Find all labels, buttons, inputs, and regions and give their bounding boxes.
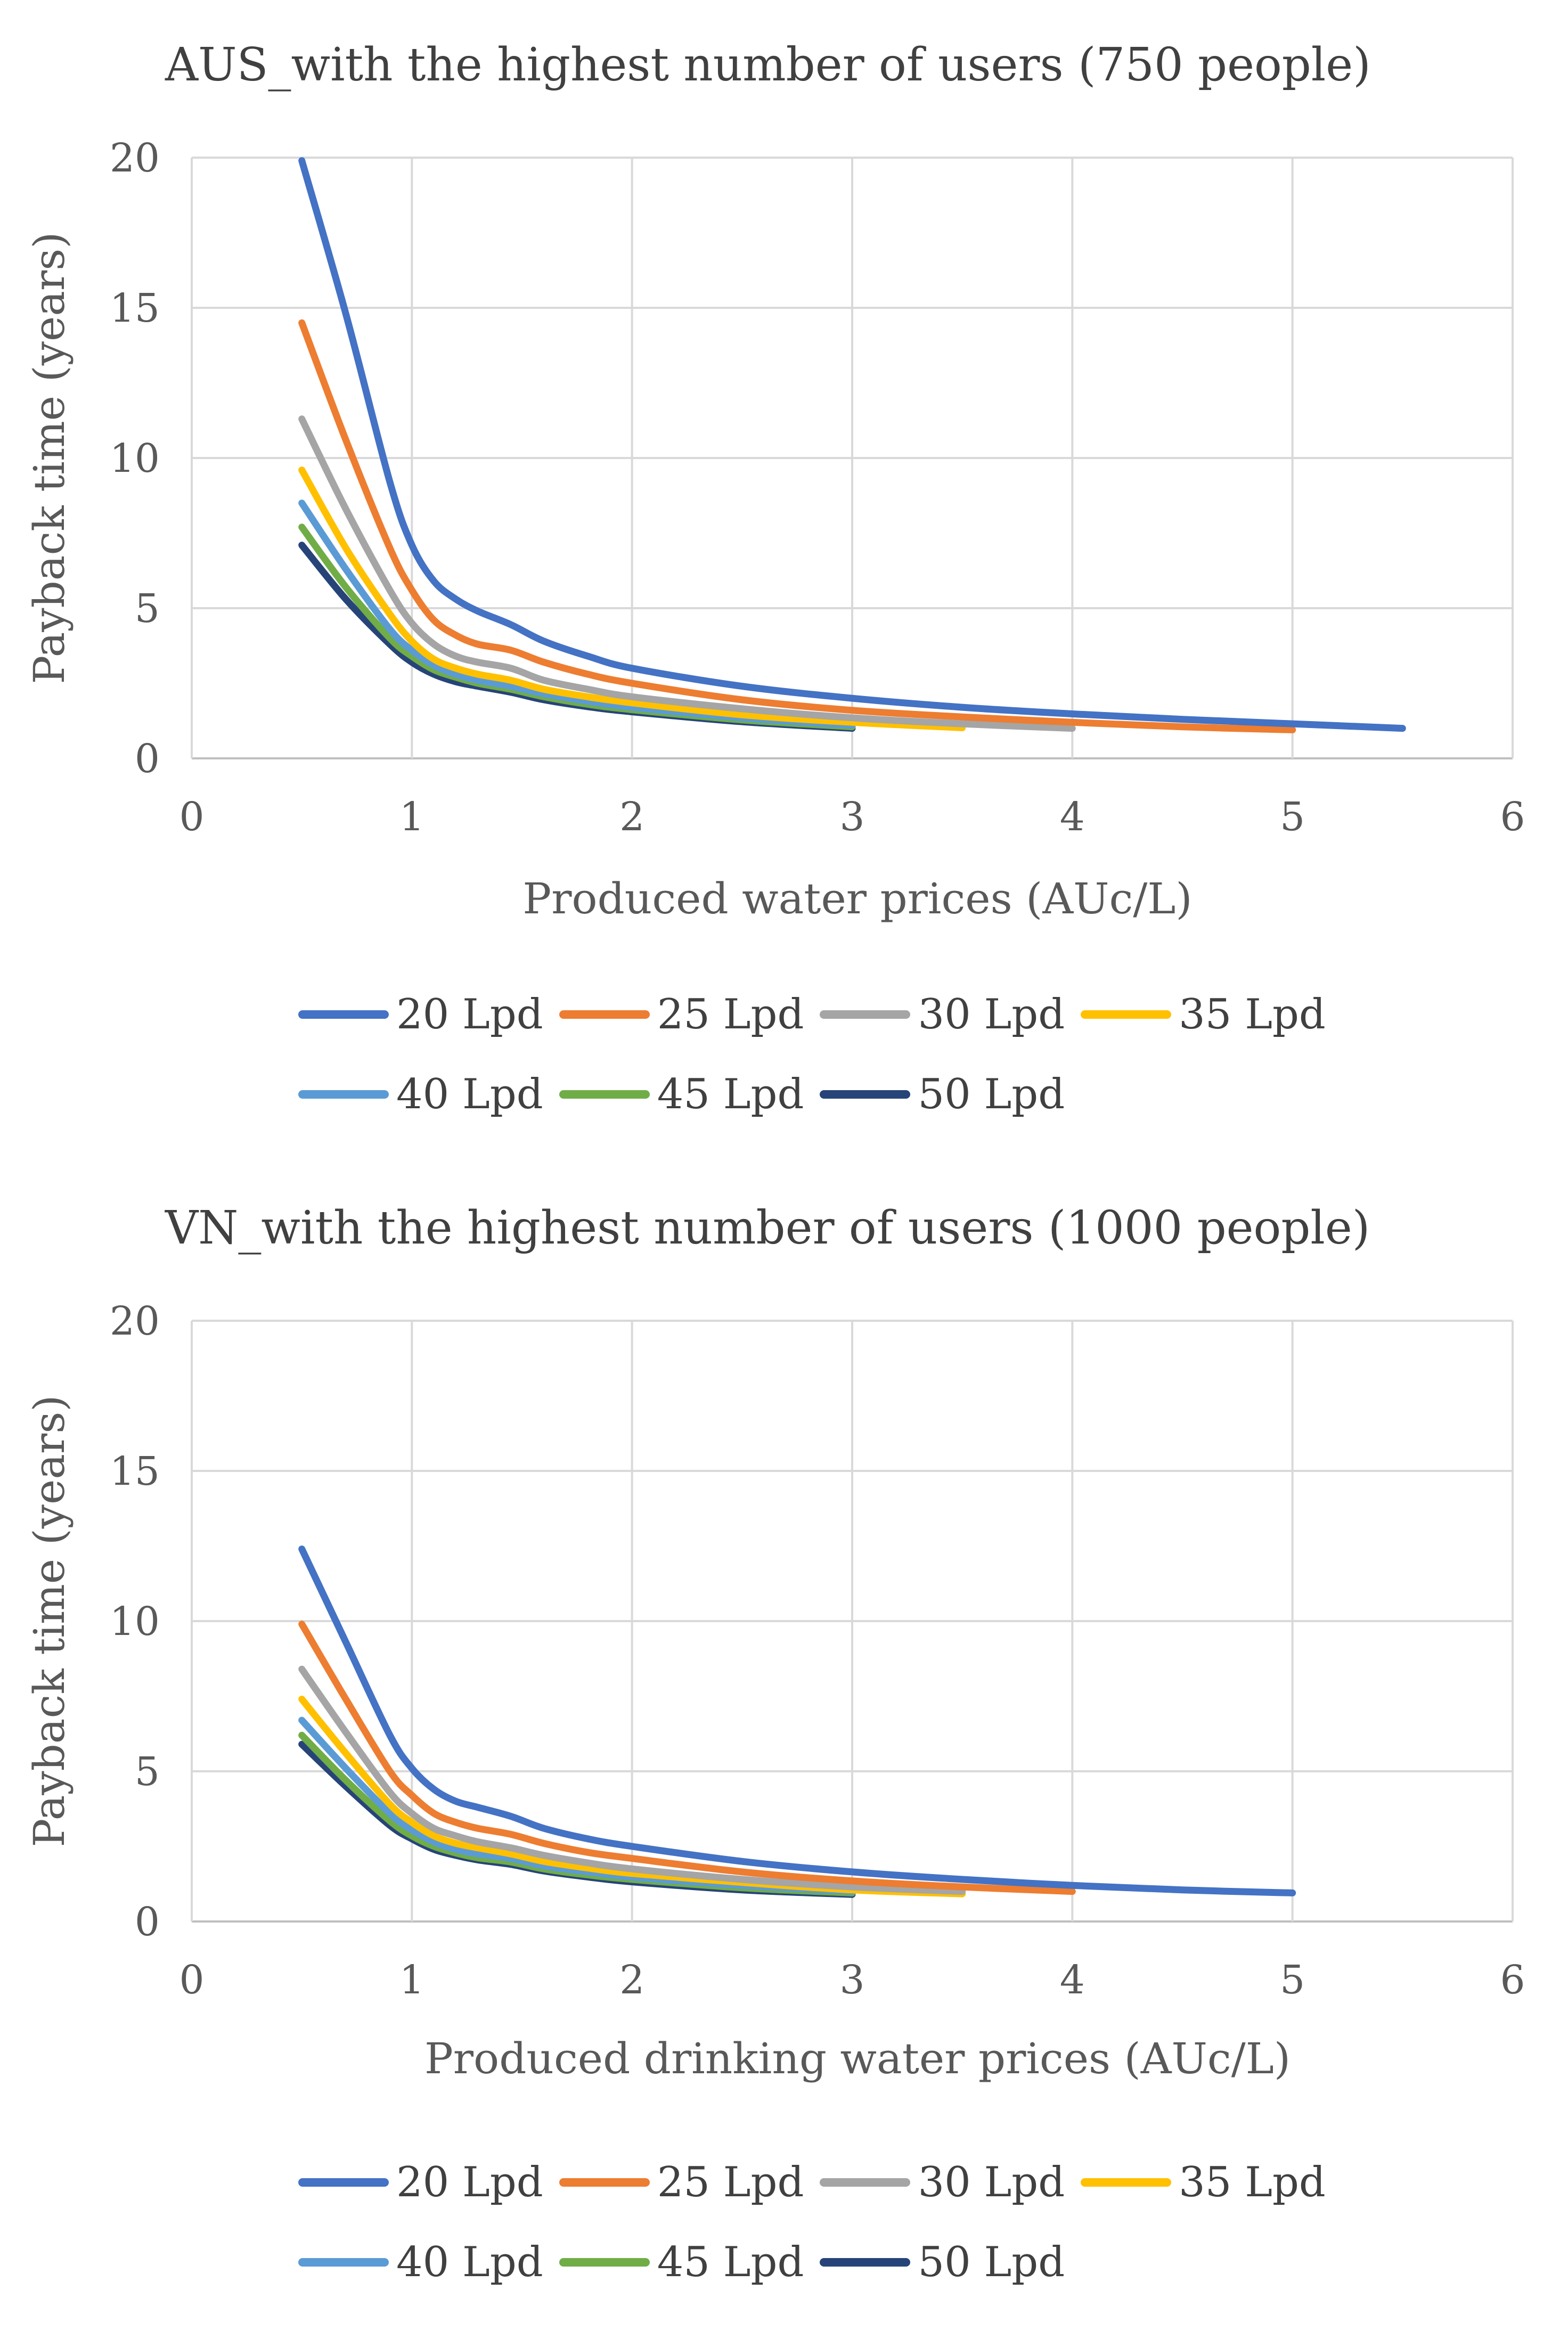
- series-line-20-lpd: [298, 1545, 1296, 1896]
- series-line-35-lpd: [298, 467, 966, 731]
- y-axis-label: Payback time (years): [24, 232, 74, 684]
- y-tick-label: 10: [110, 436, 160, 481]
- chart-title: VN_with the highest number of users (100…: [165, 1201, 1370, 1255]
- x-tick-label: 1: [399, 1957, 424, 2003]
- legend-item: 30 Lpd: [820, 991, 1065, 1038]
- legend-item: 40 Lpd: [298, 2238, 543, 2286]
- legend-label: 45 Lpd: [657, 2238, 804, 2286]
- legend-swatch: [298, 1090, 389, 1099]
- series-line-25-lpd: [298, 319, 1296, 733]
- y-axis-label: Payback time (years): [24, 1395, 74, 1847]
- legend-item: 35 Lpd: [1081, 991, 1326, 1038]
- series-line-30-lpd: [298, 1665, 966, 1895]
- legend-swatch: [559, 1010, 650, 1019]
- y-tick-label: 15: [110, 1449, 160, 1494]
- legend-label: 35 Lpd: [1179, 991, 1326, 1038]
- x-tick-label: 4: [1060, 1957, 1085, 2003]
- legend-item: 20 Lpd: [298, 991, 543, 1038]
- legend-label: 40 Lpd: [396, 1070, 543, 1118]
- legend-item: 50 Lpd: [820, 2238, 1065, 2286]
- legend-item: 35 Lpd: [1081, 2158, 1326, 2206]
- legend-label: 30 Lpd: [918, 2158, 1065, 2206]
- x-tick-label: 5: [1280, 1957, 1305, 2003]
- legend-label: 20 Lpd: [396, 2158, 543, 2206]
- x-tick-label: 3: [839, 794, 864, 840]
- chart-plot: 0 5 10 15 20 0 1 2 3 4 5 6 Produced drinking water p…: [24, 1298, 1525, 2083]
- y-tick-label: 20: [110, 1298, 160, 1344]
- legend-item: 45 Lpd: [559, 1070, 804, 1118]
- legend-swatch: [298, 2178, 389, 2187]
- legend-label: 40 Lpd: [396, 2238, 543, 2286]
- legend-label: 25 Lpd: [657, 991, 804, 1038]
- y-tick-label: 5: [135, 586, 160, 632]
- y-tick-label: 5: [135, 1749, 160, 1795]
- legend-label: 45 Lpd: [657, 1070, 804, 1118]
- legend-label: 25 Lpd: [657, 2158, 804, 2206]
- legend-label: 50 Lpd: [918, 2238, 1065, 2286]
- legend-item: 50 Lpd: [820, 1070, 1065, 1118]
- legend-swatch: [298, 1010, 389, 1019]
- x-tick-label: 1: [399, 794, 424, 840]
- legend-swatch: [298, 2258, 389, 2267]
- x-tick-label: 2: [619, 794, 644, 840]
- legend-swatch: [559, 2178, 650, 2187]
- chart-legend: 20 Lpd 25 Lpd 30 Lpd 35 Lpd 40 Lpd 45 Lpd 50 L…: [298, 975, 1417, 1134]
- legend-swatch: [820, 2258, 911, 2267]
- legend-swatch: [559, 1090, 650, 1099]
- legend-item: 40 Lpd: [298, 1070, 543, 1118]
- legend-item: 25 Lpd: [559, 2158, 804, 2206]
- legend-label: 50 Lpd: [918, 1070, 1065, 1118]
- legend-row: 40 Lpd 45 Lpd 50 Lpd: [298, 2222, 1417, 2302]
- chart-vn: VN_with the highest number of users (100…: [0, 1166, 1568, 2333]
- legend-swatch: [1081, 1010, 1172, 1019]
- legend-row: 20 Lpd 25 Lpd 30 Lpd 35 Lpd: [298, 2142, 1417, 2222]
- x-tick-label: 0: [179, 1957, 204, 2003]
- x-tick-label: 4: [1060, 794, 1085, 840]
- x-tick-label: 6: [1500, 1957, 1525, 2003]
- legend-item: 45 Lpd: [559, 2238, 804, 2286]
- legend-swatch: [820, 1010, 911, 1019]
- y-tick-label: 0: [135, 736, 160, 782]
- x-tick-label: 3: [839, 1957, 864, 2003]
- legend-item: 30 Lpd: [820, 2158, 1065, 2206]
- chart-aus: AUS_with the highest number of users (75…: [0, 0, 1568, 1166]
- legend-swatch: [820, 2178, 911, 2187]
- chart-legend: 20 Lpd 25 Lpd 30 Lpd 35 Lpd 40 Lpd 45 Lpd 50 L…: [298, 2142, 1417, 2302]
- legend-row: 20 Lpd 25 Lpd 30 Lpd 35 Lpd: [298, 975, 1417, 1054]
- x-axis-label: Produced water prices (AUc/L): [522, 874, 1192, 923]
- series-line-25-lpd: [298, 1621, 1076, 1895]
- legend-label: 35 Lpd: [1179, 2158, 1326, 2206]
- series-line-20-lpd: [298, 157, 1406, 732]
- legend-swatch: [1081, 2178, 1172, 2187]
- series-line-30-lpd: [298, 415, 1076, 732]
- x-tick-label: 6: [1500, 794, 1525, 840]
- chart-plot: 0 5 10 15 20 0 1 2 3 4 5 6 Produced water prices (AU…: [24, 135, 1525, 923]
- legend-item: 20 Lpd: [298, 2158, 543, 2206]
- legend-swatch: [559, 2258, 650, 2267]
- series-line-40-lpd: [298, 500, 856, 729]
- legend-label: 30 Lpd: [918, 991, 1065, 1038]
- y-tick-label: 10: [110, 1599, 160, 1645]
- y-tick-label: 0: [135, 1899, 160, 1945]
- legend-item: 25 Lpd: [559, 991, 804, 1038]
- chart-title: AUS_with the highest number of users (75…: [165, 38, 1371, 92]
- legend-row: 40 Lpd 45 Lpd 50 Lpd: [298, 1054, 1417, 1134]
- legend-label: 20 Lpd: [396, 991, 543, 1038]
- x-tick-label: 5: [1280, 794, 1305, 840]
- y-tick-label: 15: [110, 285, 160, 331]
- x-axis-label: Produced drinking water prices (AUc/L): [424, 2034, 1291, 2083]
- x-tick-label: 0: [179, 794, 204, 840]
- legend-swatch: [820, 1090, 911, 1099]
- y-tick-label: 20: [110, 135, 160, 181]
- x-tick-label: 2: [619, 1957, 644, 2003]
